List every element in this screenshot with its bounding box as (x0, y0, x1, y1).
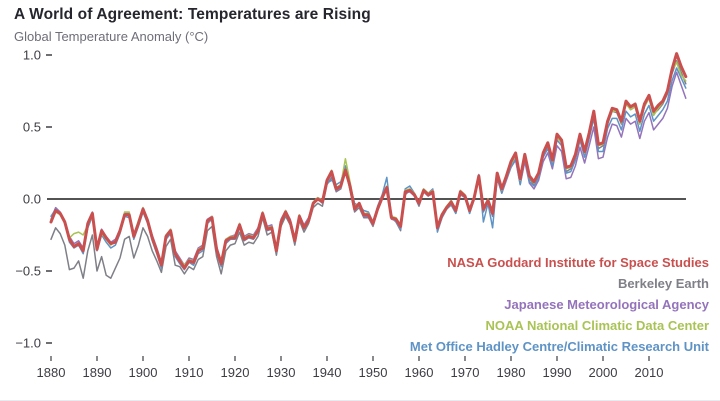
legend-item-berkeley-earth: Berkeley Earth (617, 276, 709, 291)
series-line-jma (50, 71, 687, 266)
x-axis-tick-label: 1930 (267, 365, 296, 380)
chart-legend: NASA Goddard Institute for Space Studies… (410, 252, 709, 357)
y-axis-tick-label: −1.0 (15, 336, 41, 351)
x-axis-tick-label: 1900 (129, 365, 158, 380)
x-axis-tick-label: 1910 (175, 365, 204, 380)
legend-item-nasa-gistemp: NASA Goddard Institute for Space Studies (447, 255, 709, 270)
y-axis-tick-label: 1.0 (23, 48, 41, 63)
x-axis-tick-label: 1960 (405, 365, 434, 380)
x-axis-tick-label: 1920 (221, 365, 250, 380)
x-axis-tick-label: 1970 (451, 365, 480, 380)
y-axis-tick-label: −0.5 (15, 264, 41, 279)
x-axis-tick-label: 2000 (589, 365, 618, 380)
x-axis-tick-label: 1950 (359, 365, 388, 380)
x-axis-tick-label: 1890 (83, 365, 112, 380)
x-axis-tick-label: 1990 (543, 365, 572, 380)
x-axis-tick-label: 1940 (313, 365, 342, 380)
y-axis-tick-label: 0.5 (23, 120, 41, 135)
chart-title: A World of Agreement: Temperatures are R… (14, 6, 371, 23)
series-line-hadcrut (50, 67, 687, 271)
x-axis-tick-label: 1980 (497, 365, 526, 380)
x-axis-tick-label: 1880 (37, 365, 66, 380)
x-axis-tick-label: 2010 (635, 365, 664, 380)
legend-item-jma: Japanese Meteorological Agency (504, 297, 709, 312)
y-axis-tick-label: 0.0 (23, 192, 41, 207)
series-line-berkeley-earth (50, 60, 687, 279)
legend-item-noaa: NOAA National Climatic Data Center (485, 318, 709, 333)
legend-item-hadcrut: Met Office Hadley Centre/Climatic Resear… (409, 339, 709, 354)
chart-subtitle: Global Temperature Anomaly (°C) (14, 29, 209, 44)
series-line-nasa-gistemp (49, 52, 688, 270)
